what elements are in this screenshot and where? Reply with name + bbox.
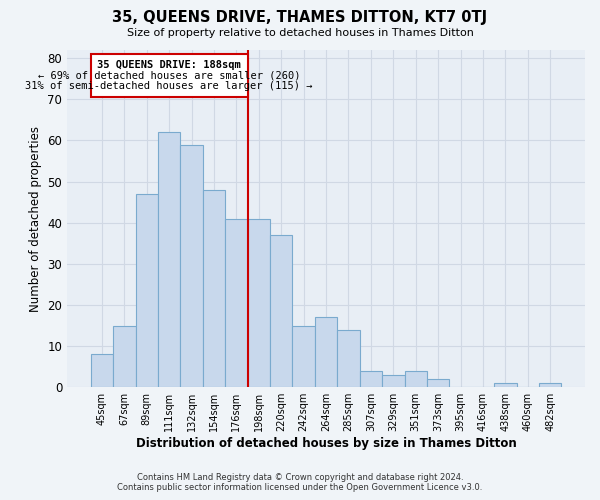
Bar bbox=[337, 330, 360, 387]
Text: 35 QUEENS DRIVE: 188sqm: 35 QUEENS DRIVE: 188sqm bbox=[97, 60, 241, 70]
Text: 31% of semi-detached houses are larger (115) →: 31% of semi-detached houses are larger (… bbox=[25, 81, 313, 91]
FancyBboxPatch shape bbox=[91, 54, 248, 98]
Text: Contains HM Land Registry data © Crown copyright and database right 2024.
Contai: Contains HM Land Registry data © Crown c… bbox=[118, 473, 482, 492]
Text: ← 69% of detached houses are smaller (260): ← 69% of detached houses are smaller (26… bbox=[38, 70, 301, 81]
Text: 35, QUEENS DRIVE, THAMES DITTON, KT7 0TJ: 35, QUEENS DRIVE, THAMES DITTON, KT7 0TJ bbox=[112, 10, 488, 25]
X-axis label: Distribution of detached houses by size in Thames Ditton: Distribution of detached houses by size … bbox=[136, 437, 517, 450]
Bar bbox=[539, 383, 562, 387]
Bar bbox=[315, 318, 337, 387]
Bar bbox=[225, 218, 248, 387]
Bar bbox=[203, 190, 225, 387]
Bar bbox=[136, 194, 158, 387]
Bar bbox=[113, 326, 136, 387]
Bar bbox=[270, 235, 292, 387]
Text: Size of property relative to detached houses in Thames Ditton: Size of property relative to detached ho… bbox=[127, 28, 473, 38]
Bar bbox=[360, 371, 382, 387]
Bar bbox=[494, 383, 517, 387]
Bar bbox=[382, 375, 404, 387]
Bar bbox=[248, 218, 270, 387]
Y-axis label: Number of detached properties: Number of detached properties bbox=[29, 126, 42, 312]
Bar bbox=[427, 379, 449, 387]
Bar bbox=[404, 371, 427, 387]
Bar bbox=[158, 132, 181, 387]
Bar bbox=[181, 144, 203, 387]
Bar bbox=[292, 326, 315, 387]
Bar bbox=[91, 354, 113, 387]
